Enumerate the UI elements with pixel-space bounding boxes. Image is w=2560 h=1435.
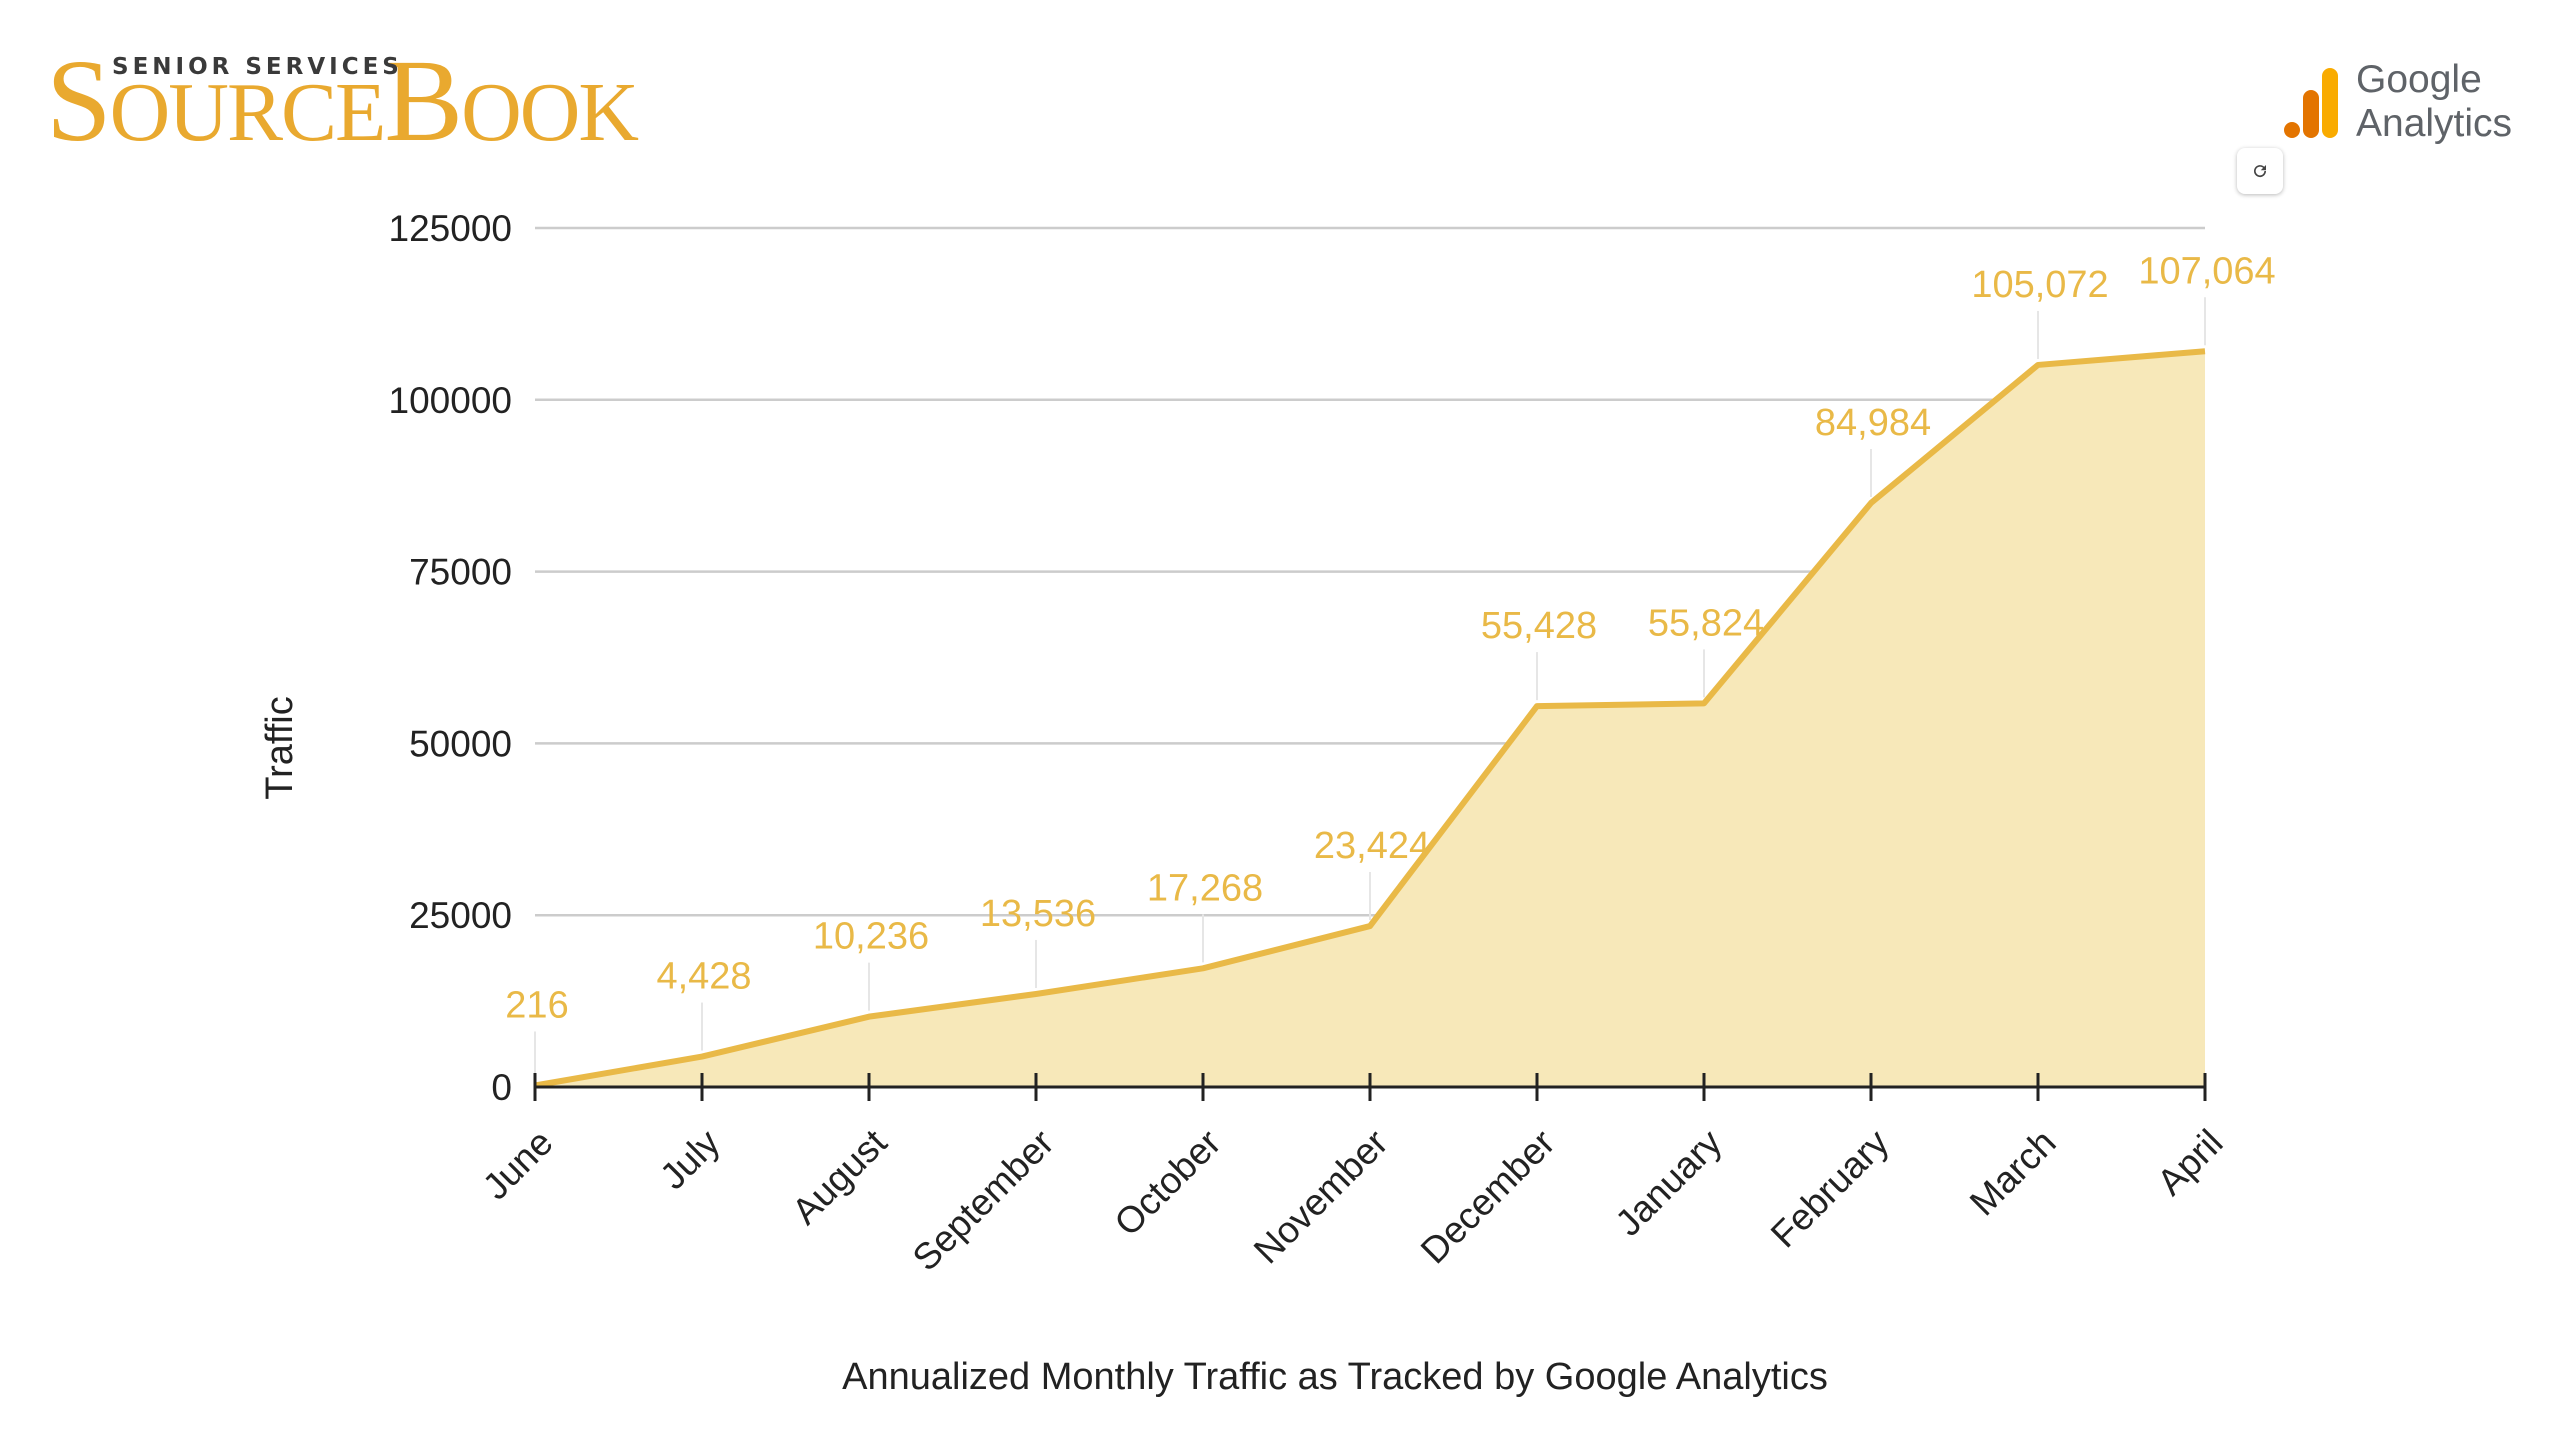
x-tick-label: January [1608, 1121, 1730, 1243]
x-tick-label: July [652, 1121, 728, 1197]
x-axis [533, 1073, 2207, 1101]
x-tick-label: March [1962, 1122, 2064, 1224]
y-tick-label: 125000 [389, 208, 512, 249]
data-label: 55,428 [1481, 605, 1597, 647]
x-tick-label: December [1413, 1122, 1563, 1272]
logo-wordmark: SOURCEBOOK [46, 35, 639, 166]
y-tick-label: 25000 [409, 895, 512, 936]
y-tick-label: 50000 [409, 723, 512, 764]
data-label: 55,824 [1648, 602, 1764, 644]
y-axis-tick-labels: 125000 100000 75000 50000 25000 0 [389, 208, 512, 1108]
ga-logo-line1: Google [2356, 58, 2482, 101]
x-axis-tick-labels: June July August September October November De… [475, 1121, 2231, 1278]
area-fill [535, 351, 2205, 1087]
logo-tagline: SENIOR SERVICES [112, 54, 403, 80]
y-tick-label: 0 [491, 1067, 512, 1108]
x-tick-label: September [905, 1122, 1062, 1279]
data-label: 17,268 [1147, 867, 1263, 909]
google-analytics-logo: Google Analytics [2284, 58, 2534, 148]
data-label: 13,536 [980, 893, 1096, 935]
source-book-logo: SOURCEBOOK SENIOR SERVICES [46, 42, 639, 160]
google-analytics-bars-icon [2284, 68, 2338, 138]
data-label: 10,236 [813, 916, 929, 958]
data-label: 4,428 [656, 956, 751, 998]
x-tick-label: August [784, 1121, 895, 1232]
data-label: 216 [505, 985, 568, 1027]
refresh-button[interactable] [2237, 148, 2283, 194]
x-tick-label: October [1107, 1122, 1229, 1244]
traffic-series-line [534, 348, 2206, 1089]
data-labels: 216 4,428 10,236 13,536 17,268 23,424 55,428 55… [505, 250, 2275, 1026]
plot-area [534, 297, 2206, 1089]
y-tick-label: 75000 [409, 552, 512, 593]
x-tick-label: April [2149, 1122, 2230, 1203]
x-tick-label: November [1246, 1122, 1396, 1272]
ga-logo-line2: Analytics [2356, 102, 2513, 145]
data-label: 105,072 [1971, 264, 2108, 306]
chart-title: Annualized Monthly Traffic as Tracked by… [842, 1356, 1828, 1398]
x-tick-label: February [1763, 1121, 1897, 1255]
data-label: 84,984 [1815, 402, 1931, 444]
data-label: 23,424 [1314, 825, 1430, 867]
data-label: 107,064 [2138, 250, 2275, 292]
y-axis-title: Traffic [259, 696, 301, 799]
y-tick-label: 100000 [389, 380, 512, 421]
x-tick-label: June [475, 1122, 561, 1208]
refresh-icon [2254, 165, 2267, 178]
